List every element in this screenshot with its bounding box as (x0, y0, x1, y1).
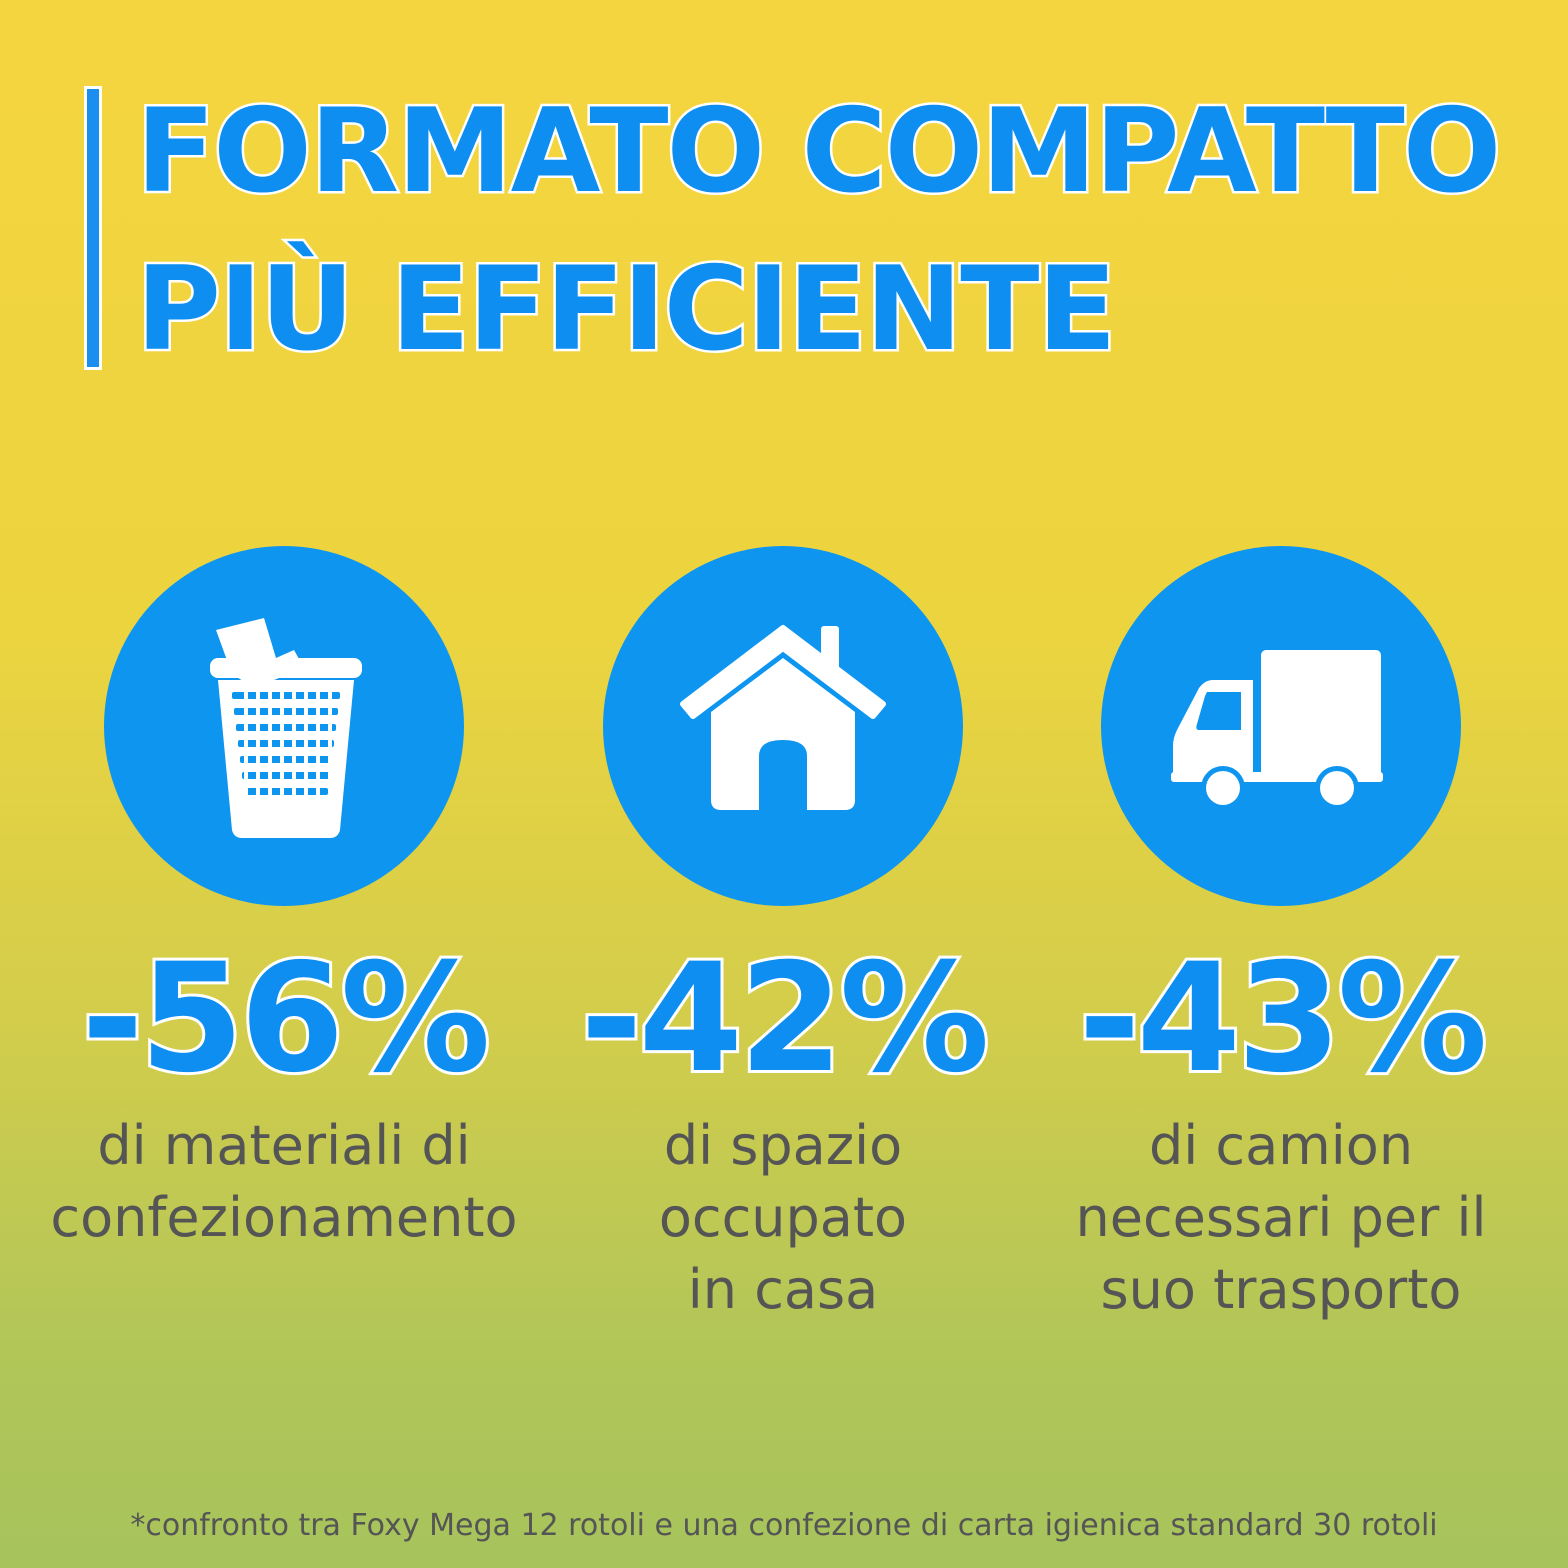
stat-circle-trucks (1101, 546, 1461, 906)
title-accent-bar (84, 86, 102, 370)
house-icon (680, 625, 886, 810)
stat-description-line: confezionamento (50, 1186, 518, 1249)
stat-description-line: necessari per il (1075, 1186, 1487, 1249)
truck-icon (1171, 650, 1383, 810)
title-accent-bar-fill (87, 89, 99, 367)
stat-description-line: in casa (687, 1258, 879, 1321)
stat-value-trucks: -43% (1075, 932, 1490, 1106)
title-line-2: PIÙ EFFICIENTE (134, 242, 1120, 377)
stat-description-trucks: di camion necessari per il suo trasporto (1021, 1110, 1541, 1326)
footnote: *confronto tra Foxy Mega 12 rotoli e una… (130, 1508, 1438, 1543)
stat-description-line: occupato (658, 1186, 908, 1249)
stat-circle-space (603, 546, 963, 906)
stat-description-line: di camion (1148, 1114, 1414, 1177)
stat-description-packaging: di materiali di confezionamento (24, 1110, 544, 1254)
stat-circle-packaging (104, 546, 464, 906)
stat-description-line: di materiali di (97, 1114, 471, 1177)
stat-description-line: suo trasporto (1100, 1258, 1462, 1321)
wastebasket-icon (210, 618, 362, 838)
stat-value-packaging: -56% (78, 932, 493, 1106)
stat-description-line: di spazio (663, 1114, 903, 1177)
stat-value-space: -42% (577, 932, 992, 1106)
title-line-1: FORMATO COMPATTO (133, 84, 1503, 219)
stat-description-space: di spazio occupato in casa (523, 1110, 1043, 1326)
